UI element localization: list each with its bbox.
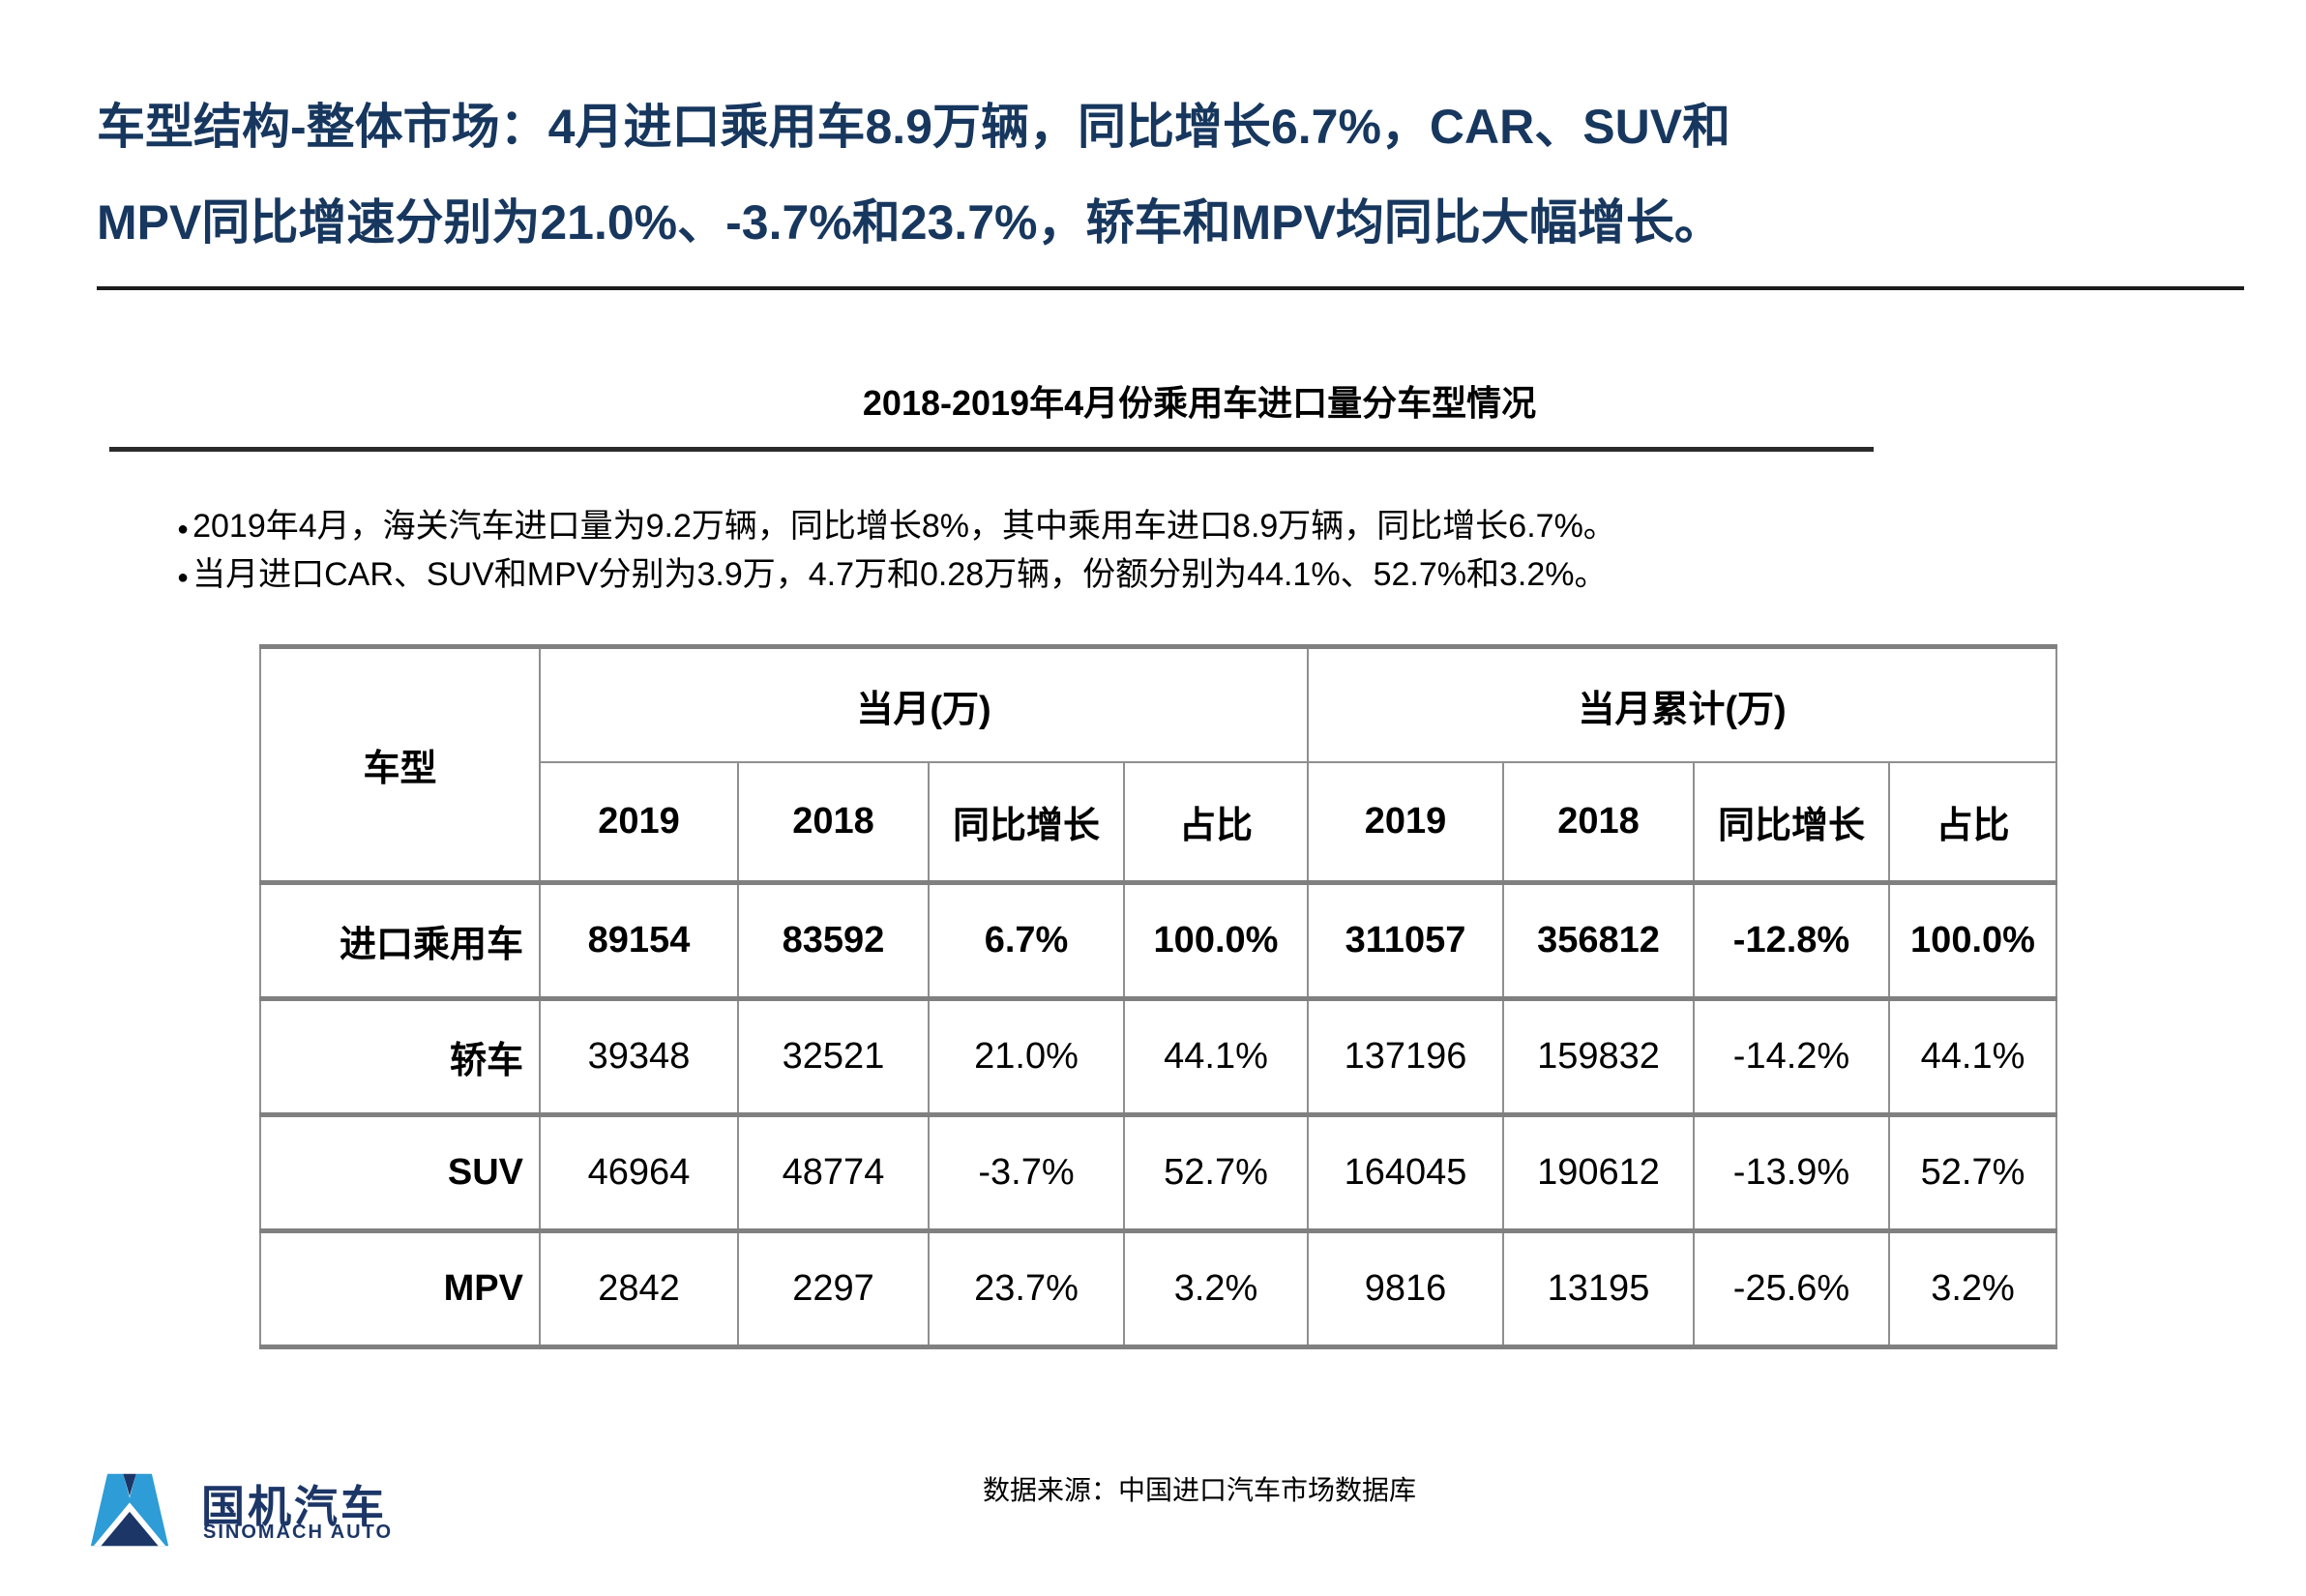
table-cell: 137196 bbox=[1307, 998, 1504, 1117]
table-cell: 3.2% bbox=[1123, 1230, 1309, 1349]
report-subtitle: 2018-2019年4月份乘用车进口量分车型情况 bbox=[862, 383, 1537, 423]
sub-header: 同比增长 bbox=[1693, 762, 1890, 885]
import-volume-table: 车型 当月(万) 当月累计(万) 2019 2018 同比增长 占比 2019 … bbox=[259, 644, 2057, 1349]
table-cell: 356812 bbox=[1502, 882, 1695, 1001]
table-cell: 44.1% bbox=[1888, 998, 2057, 1117]
table-cell: 311057 bbox=[1307, 882, 1504, 1001]
table-row: MPV 2842 2297 23.7% 3.2% 9816 13195 -25.… bbox=[259, 1230, 2057, 1349]
table-cell: 164045 bbox=[1307, 1114, 1504, 1233]
logo-cn-text: 国机汽车 bbox=[201, 1482, 388, 1531]
table-cell: 23.7% bbox=[928, 1230, 1125, 1349]
bullet-list: ● 2019年4月，海关汽车进口量为9.2万辆，同比增长8%，其中乘用车进口8.9… bbox=[177, 504, 1616, 601]
table-cell: 48774 bbox=[737, 1114, 930, 1233]
row-label: MPV bbox=[259, 1230, 541, 1349]
bullet-dot-icon: ● bbox=[177, 518, 190, 540]
table-cell: 52.7% bbox=[1123, 1114, 1309, 1233]
sub-header: 同比增长 bbox=[928, 762, 1125, 885]
table-cell: 39348 bbox=[539, 998, 739, 1117]
row-label: SUV bbox=[259, 1114, 541, 1233]
slide-title-line2: MPV同比增速分别为21.0%、-3.7%和23.7%，轿车和MPV均同比大幅增… bbox=[97, 195, 1723, 250]
title-divider-line bbox=[97, 286, 2244, 290]
bullet-dot-icon: ● bbox=[177, 567, 190, 588]
table-cell: 6.7% bbox=[928, 882, 1125, 1001]
group-header-current-month: 当月(万) bbox=[539, 644, 1309, 763]
row-label: 进口乘用车 bbox=[259, 882, 541, 1001]
table-cell: -14.2% bbox=[1693, 998, 1890, 1117]
sub-header: 2019 bbox=[1307, 762, 1504, 885]
table-cell: 100.0% bbox=[1888, 882, 2057, 1001]
table-cell: -3.7% bbox=[928, 1114, 1125, 1233]
table-cell: 100.0% bbox=[1123, 882, 1309, 1001]
table-corner-header: 车型 bbox=[259, 644, 541, 885]
row-label: 轿车 bbox=[259, 998, 541, 1117]
table-cell: 2297 bbox=[737, 1230, 930, 1349]
table-cell: 89154 bbox=[539, 882, 739, 1001]
table-cell: 159832 bbox=[1502, 998, 1695, 1117]
table-cell: -13.9% bbox=[1693, 1114, 1890, 1233]
table-cell: 2842 bbox=[539, 1230, 739, 1349]
data-source-text: 数据来源：中国进口汽车市场数据库 bbox=[982, 1475, 1416, 1505]
bullet-text: 2019年4月，海关汽车进口量为9.2万辆，同比增长8%，其中乘用车进口8.9万… bbox=[192, 508, 1616, 545]
table-cell: 9816 bbox=[1307, 1230, 1504, 1349]
table-row: 轿车 39348 32521 21.0% 44.1% 137196 159832… bbox=[259, 998, 2057, 1117]
slide-title: 车型结构-整体市场：4月进口乘用车8.9万辆，同比增长6.7%，CAR、SUV和… bbox=[97, 79, 2263, 271]
sub-header: 2019 bbox=[539, 762, 739, 885]
table-cell: -25.6% bbox=[1693, 1230, 1890, 1349]
table-cell: 190612 bbox=[1502, 1114, 1695, 1233]
table-cell: 3.2% bbox=[1888, 1230, 2057, 1349]
sub-header: 占比 bbox=[1123, 762, 1309, 885]
sub-header: 占比 bbox=[1888, 762, 2057, 885]
bullet-text: 当月进口CAR、SUV和MPV分别为3.9万，4.7万和0.28万辆，份额分别为… bbox=[192, 556, 1608, 593]
sub-header: 2018 bbox=[1502, 762, 1695, 885]
logo-en-text: SINOMACH AUTO bbox=[203, 1522, 393, 1543]
sub-header: 2018 bbox=[737, 762, 930, 885]
bullet-item: ● 当月进口CAR、SUV和MPV分别为3.9万，4.7万和0.28万辆，份额分别… bbox=[177, 552, 1616, 601]
subtitle-divider-line bbox=[109, 447, 1874, 452]
table-cell: 13195 bbox=[1502, 1230, 1695, 1349]
table-cell: 44.1% bbox=[1123, 998, 1309, 1117]
table-row: 进口乘用车 89154 83592 6.7% 100.0% 311057 356… bbox=[259, 882, 2057, 1001]
table-cell: 83592 bbox=[737, 882, 930, 1001]
group-header-cumulative: 当月累计(万) bbox=[1307, 644, 2057, 763]
table-cell: 52.7% bbox=[1888, 1114, 2057, 1233]
slide-title-line1: 车型结构-整体市场：4月进口乘用车8.9万辆，同比增长6.7%，CAR、SUV和 bbox=[97, 100, 1731, 154]
table-cell: 46964 bbox=[539, 1114, 739, 1233]
bullet-item: ● 2019年4月，海关汽车进口量为9.2万辆，同比增长8%，其中乘用车进口8.9… bbox=[177, 504, 1616, 552]
table-cell: 32521 bbox=[737, 998, 930, 1117]
table-row: SUV 46964 48774 -3.7% 52.7% 164045 19061… bbox=[259, 1114, 2057, 1233]
table-cell: 21.0% bbox=[928, 998, 1125, 1117]
table-cell: -12.8% bbox=[1693, 882, 1890, 1001]
logo-mountain-icon bbox=[90, 1473, 169, 1547]
